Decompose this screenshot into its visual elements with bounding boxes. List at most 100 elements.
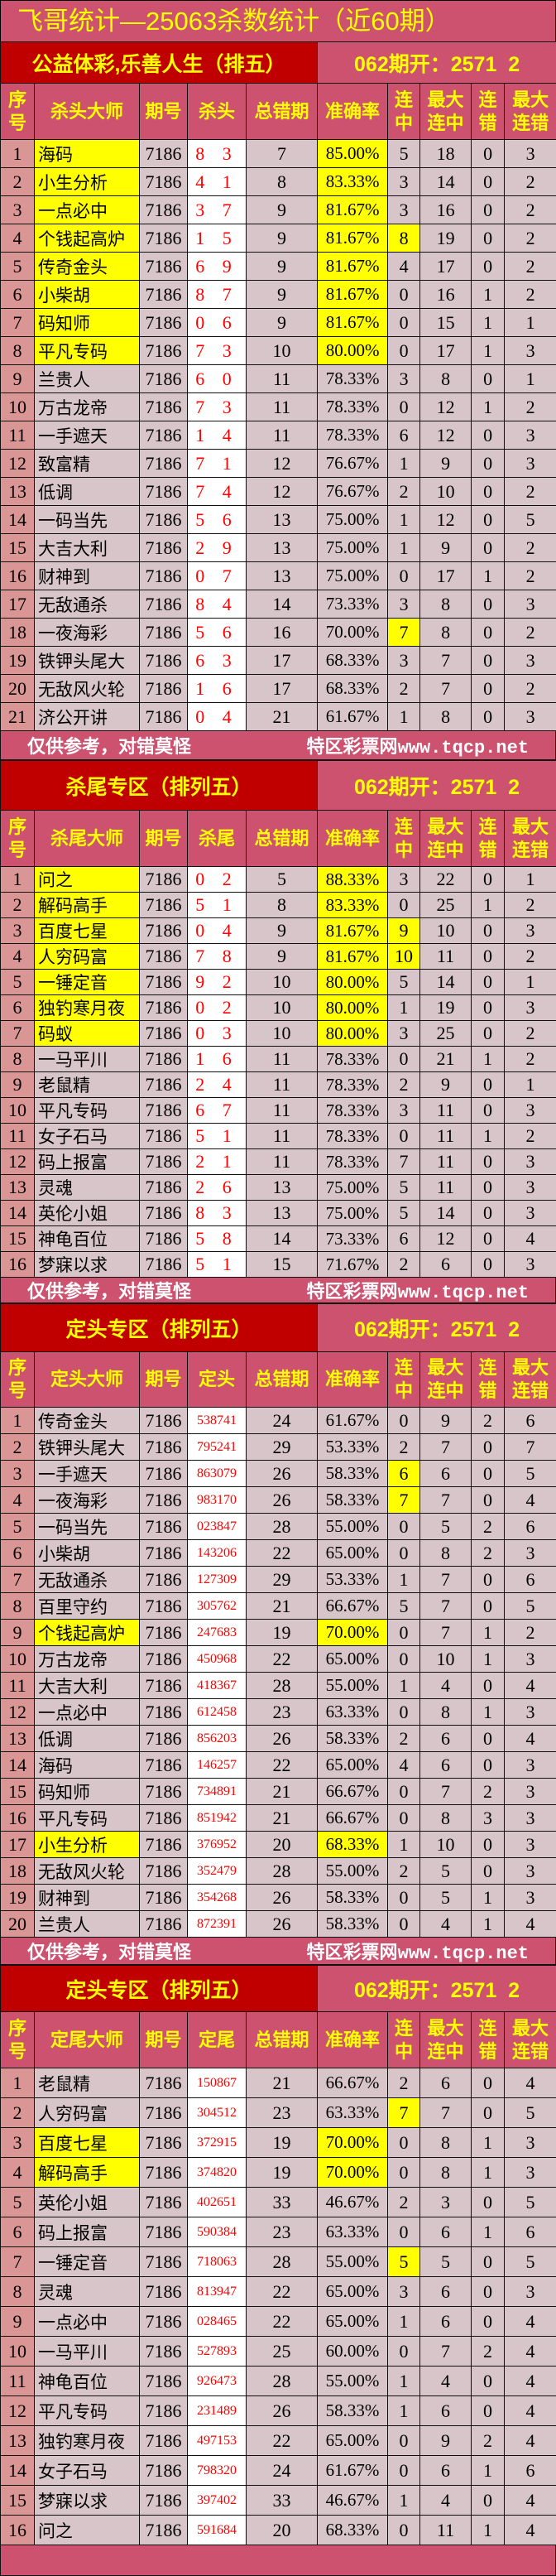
max-streak-cell: 5 (420, 1885, 472, 1911)
seq-cell: 11 (1, 2367, 35, 2396)
column-header-kill: 杀尾 (188, 811, 247, 867)
miss-cell: 0 (472, 590, 505, 619)
miss-cell: 1 (472, 562, 505, 590)
period-cell: 7186 (140, 506, 188, 534)
miss-cell: 0 (472, 619, 505, 647)
name-cell: 万古龙帝 (35, 393, 140, 421)
errors-cell: 11 (247, 365, 318, 393)
kill-cell: 7 3 (188, 337, 247, 365)
errors-cell: 29 (247, 1434, 318, 1461)
seq-cell: 11 (1, 1124, 35, 1149)
rate-cell: 70.00% (318, 2128, 388, 2158)
name-cell: 兰贵人 (35, 365, 140, 393)
max-miss-cell: 6 (505, 1514, 556, 1540)
name-cell: 码上报富 (35, 1149, 140, 1175)
miss-cell: 1 (472, 1124, 505, 1149)
seq-cell: 10 (1, 1646, 35, 1673)
seq-cell: 19 (1, 647, 35, 675)
column-header-max-streak: 最大连中 (420, 84, 472, 140)
kill-cell: 8 4 (188, 590, 247, 619)
column-header-period: 期号 (140, 84, 188, 140)
streak-cell: 0 (388, 2426, 420, 2456)
period-cell: 7186 (140, 2516, 188, 2545)
errors-cell: 10 (247, 995, 318, 1021)
name-cell: 一点必中 (35, 2307, 140, 2337)
column-header-seq: 序号 (1, 84, 35, 140)
kill-cell: 247683 (188, 1620, 247, 1646)
errors-cell: 26 (247, 1885, 318, 1911)
streak-cell: 0 (388, 2158, 420, 2188)
max-miss-cell: 1 (505, 1072, 556, 1098)
errors-cell: 10 (247, 970, 318, 995)
period-cell: 7186 (140, 1201, 188, 1226)
max-streak-cell: 11 (420, 2516, 472, 2545)
site-url[interactable]: www.tqcp.net (398, 1943, 529, 1964)
kill-cell: 798320 (188, 2456, 247, 2486)
max-miss-cell: 5 (505, 1593, 556, 1620)
seq-cell: 7 (1, 1567, 35, 1593)
streak-cell: 10 (388, 944, 420, 970)
name-cell: 海码 (35, 1752, 140, 1779)
site-url[interactable]: www.tqcp.net (398, 738, 529, 758)
period-cell: 7186 (140, 196, 188, 224)
rate-cell: 81.67% (318, 281, 388, 309)
name-cell: 一锤定音 (35, 970, 140, 995)
streak-cell: 1 (388, 450, 420, 478)
max-miss-cell: 3 (505, 590, 556, 619)
period-cell: 7186 (140, 1567, 188, 1593)
streak-cell: 7 (388, 1149, 420, 1175)
max-streak-cell: 8 (420, 365, 472, 393)
max-streak-cell: 6 (420, 1752, 472, 1779)
streak-cell: 1 (388, 1567, 420, 1593)
max-streak-cell: 12 (420, 421, 472, 450)
name-cell: 码上报富 (35, 2217, 140, 2247)
name-cell: 灵魂 (35, 1175, 140, 1201)
errors-cell: 20 (247, 2516, 318, 2545)
column-header-kill: 杀头 (188, 84, 247, 140)
period-cell: 7186 (140, 1646, 188, 1673)
miss-cell: 0 (472, 534, 505, 562)
streak-cell: 0 (388, 1911, 420, 1938)
kill-cell: 354268 (188, 1885, 247, 1911)
site-url[interactable]: www.tqcp.net (398, 1283, 529, 1303)
max-streak-cell: 4 (420, 2367, 472, 2396)
kill-cell: 028465 (188, 2307, 247, 2337)
seq-cell: 3 (1, 2128, 35, 2158)
name-cell: 平凡专码 (35, 1098, 140, 1124)
seq-cell: 18 (1, 1858, 35, 1885)
errors-cell: 26 (247, 1487, 318, 1514)
column-header-miss: 连错 (472, 2012, 505, 2068)
column-header-rate: 准确率 (318, 2012, 388, 2068)
period-cell: 7186 (140, 703, 188, 731)
period-cell: 7186 (140, 478, 188, 506)
period-cell: 7186 (140, 309, 188, 337)
column-header-rate: 准确率 (318, 1352, 388, 1408)
rate-cell: 78.33% (318, 421, 388, 450)
seq-cell: 1 (1, 2068, 35, 2098)
period-cell: 7186 (140, 393, 188, 421)
max-streak-cell: 9 (420, 1408, 472, 1434)
max-miss-cell: 3 (505, 1098, 556, 1124)
seq-cell: 8 (1, 1047, 35, 1072)
seq-cell: 15 (1, 2486, 35, 2516)
seq-cell: 1 (1, 867, 35, 893)
kill-cell: 0 3 (188, 1021, 247, 1047)
miss-cell: 0 (472, 1252, 505, 1278)
max-miss-cell: 4 (505, 1226, 556, 1252)
errors-cell: 21 (247, 1805, 318, 1832)
miss-cell: 1 (472, 2516, 505, 2545)
name-cell: 小生分析 (35, 1832, 140, 1858)
